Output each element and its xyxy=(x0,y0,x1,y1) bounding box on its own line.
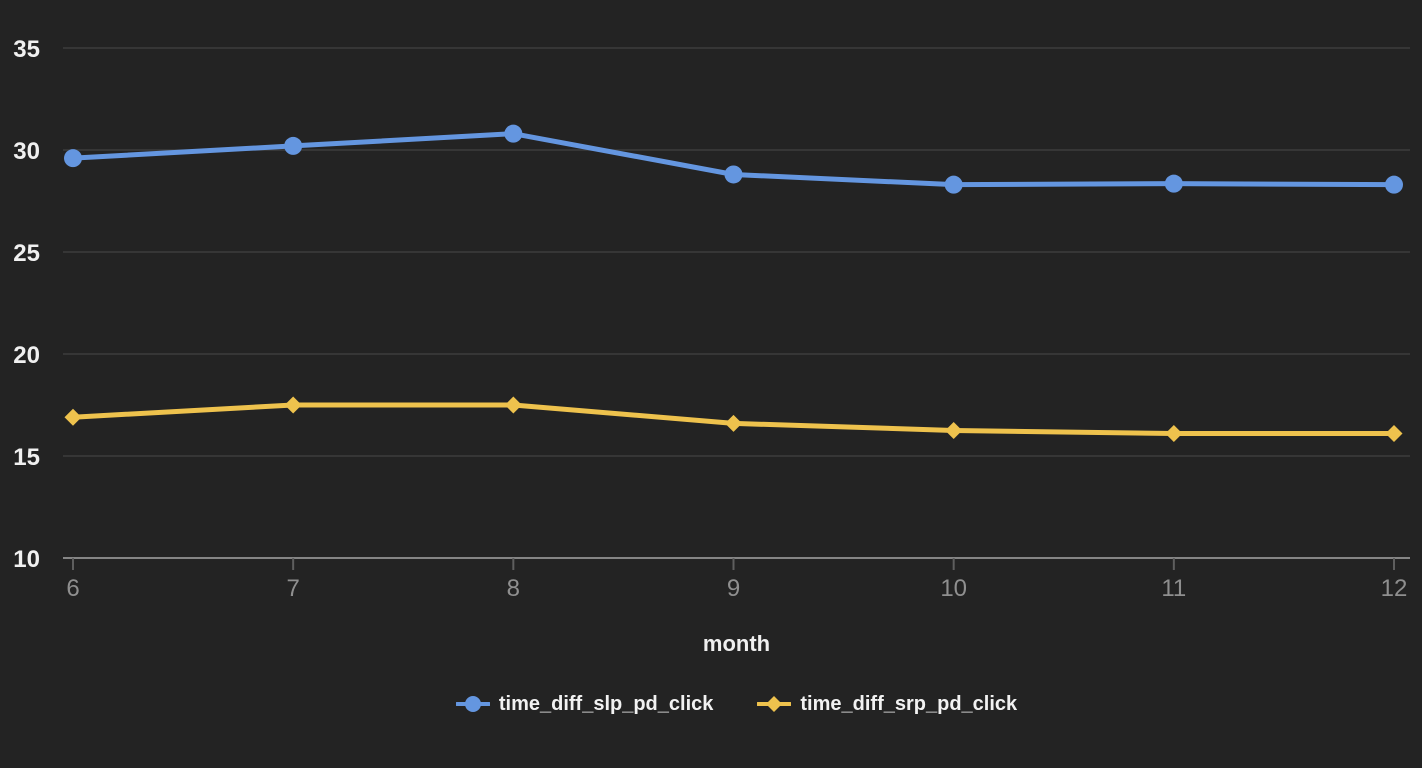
series-time_diff_srp_pd_click xyxy=(64,396,1403,443)
data-point-circle xyxy=(724,165,743,184)
y-axis-tick-label: 20 xyxy=(13,342,40,369)
legend-line-circle-icon xyxy=(455,696,490,712)
data-point-diamond xyxy=(1385,425,1403,443)
data-point-circle xyxy=(64,149,82,168)
y-axis-tick-label: 25 xyxy=(13,240,40,267)
legend-line-diamond-icon xyxy=(757,696,792,712)
data-point-diamond xyxy=(1165,425,1183,443)
x-axis-tick-label: 6 xyxy=(66,575,79,602)
x-axis-tick-label: 7 xyxy=(286,575,299,602)
data-point-circle xyxy=(1164,174,1183,193)
legend-item-time_diff_slp_pd_click[interactable]: time_diff_slp_pd_click xyxy=(455,692,714,716)
data-point-circle xyxy=(284,136,303,155)
data-point-diamond xyxy=(725,414,742,432)
data-point-diamond xyxy=(504,396,522,414)
legend-label: time_diff_slp_pd_click xyxy=(498,692,714,715)
x-axis-tick-label: 8 xyxy=(507,575,520,602)
x-axis-tick-label: 9 xyxy=(727,575,740,602)
x-axis-tick-label: 12 xyxy=(1381,575,1408,602)
x-axis-title: month xyxy=(703,631,770,656)
y-axis-tick-label: 30 xyxy=(13,138,40,165)
data-point-circle xyxy=(504,124,523,143)
legend-label: time_diff_srp_pd_click xyxy=(800,692,1018,715)
data-point-circle xyxy=(1385,175,1403,194)
chart-legend: time_diff_slp_pd_click time_diff_srp_pd_c… xyxy=(63,684,1410,724)
data-point-diamond xyxy=(284,396,302,414)
series-time_diff_slp_pd_click xyxy=(64,124,1403,194)
data-point-diamond xyxy=(64,408,82,426)
data-point-circle xyxy=(944,175,963,194)
y-axis-tick-label: 15 xyxy=(13,444,40,471)
y-axis-tick-label: 10 xyxy=(13,546,40,573)
x-axis-tick-label: 11 xyxy=(1161,575,1186,602)
x-axis-tick-label: 10 xyxy=(940,575,967,602)
y-axis-tick-label: 35 xyxy=(13,36,40,63)
data-point-diamond xyxy=(945,422,963,439)
legend-item-time_diff_srp_pd_click[interactable]: time_diff_srp_pd_click xyxy=(757,693,1017,716)
